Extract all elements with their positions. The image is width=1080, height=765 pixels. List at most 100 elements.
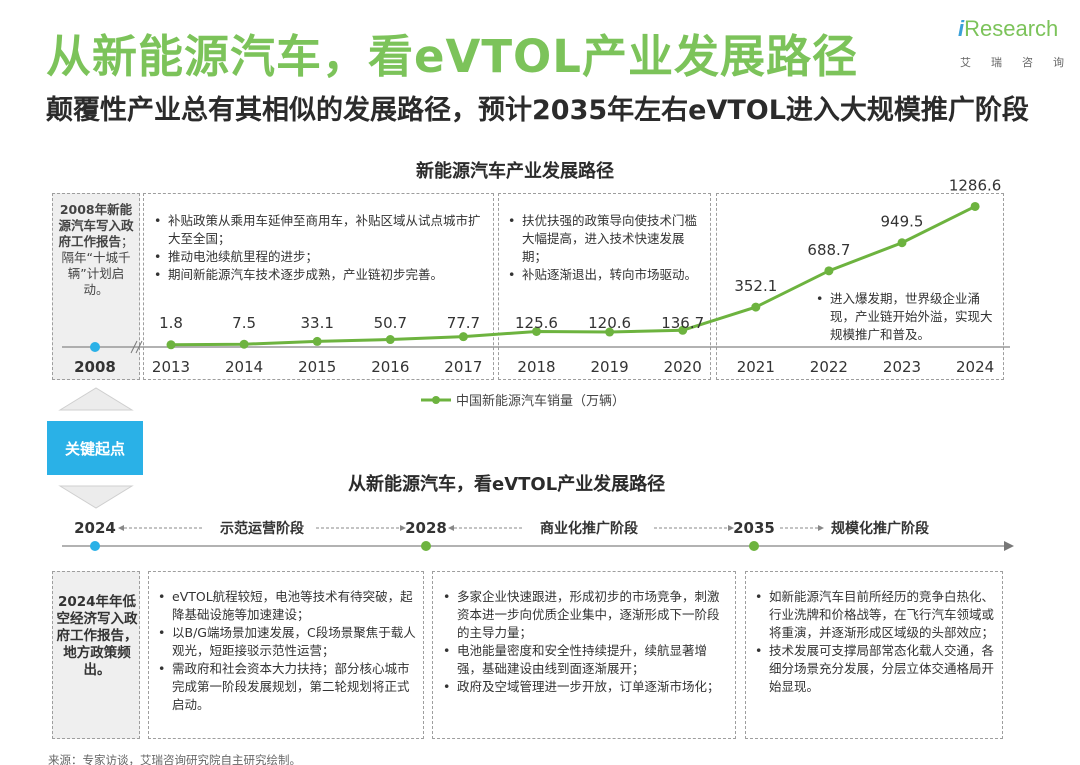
x-tick-label: 2018 [517,358,555,376]
chart-legend-label: 中国新能源汽车销量（万辆） [456,393,625,409]
evtol-section-title: 从新能源汽车，看eVTOL产业发展路径 [348,474,666,495]
data-label: 7.5 [232,314,256,332]
data-point [532,326,541,336]
page-title: 从新能源汽车，看eVTOL产业发展路径 [46,30,858,83]
connector-arrowhead [728,525,734,531]
x-tick-label: 2017 [444,358,482,376]
x-tick-label: 2021 [737,358,775,376]
data-label: 77.7 [447,314,480,332]
logo-sub-char: 瑞 [991,56,1002,69]
evtol-start-note: 2024年年低空经济写入政府工作报告，地方政策频出。 [56,594,138,678]
x-tick-label: 2020 [664,358,702,376]
data-point [824,266,834,276]
data-label: 688.7 [807,241,850,259]
list-item: 期间新能源汽车技术逐步成熟，产业链初步完善。 [152,266,486,284]
evtol-col3-list: 如新能源汽车目前所经历的竞争白热化、行业洗牌和价格战等，在飞行汽车领域或将重演，… [753,588,999,696]
x-tick-label: 2023 [883,358,921,376]
evtol-col3-box [745,571,1003,739]
list-item: 推动电池续航里程的进步； [152,248,486,266]
x-tick-label: 2013 [152,358,190,376]
data-point [166,340,176,350]
connector-arrowhead [400,525,406,531]
logo-sub-char: 咨 [1022,56,1033,69]
ev-phase2-box [498,193,711,380]
stage-label: 商业化推广阶段 [540,520,638,537]
list-item: 需政府和社会资本大力扶持；部分核心城市完成第一阶段发展规划，第二轮规划将正式启动… [156,660,418,714]
evtol-col2-box [432,571,736,739]
evtol-col1-list: eVTOL航程较短，电池等技术有待突破，起降基础设施等加速建设； 以B/G端场景… [156,588,418,714]
ev-phase2-list: 扶优扶强的政策导向使技术门槛大幅提高，进入技术快速发展期； 补贴逐渐退出，转向市… [506,212,706,284]
x-tick-label: 2016 [371,358,409,376]
list-item: 如新能源汽车目前所经历的竞争白热化、行业洗牌和价格战等，在飞行汽车领域或将重演，… [753,588,999,642]
data-point [751,302,761,312]
data-label: 352.1 [734,277,777,295]
iresearch-logo: iResearch 艾 瑞 咨 询 [958,16,1068,76]
evtol-note-box [52,571,140,739]
data-point [239,339,249,349]
data-point [458,332,468,342]
axis-break-mark [135,340,143,354]
milestone-dot-2028 [421,541,431,551]
x-tick-label: 2022 [810,358,848,376]
ev-note-box [52,193,140,380]
up-chevron [58,387,134,411]
logo-sub-char: 艾 [960,56,971,69]
series-line [170,205,976,347]
ev-section-title: 新能源汽车产业发展路径 [416,161,614,182]
data-point [312,336,322,346]
ev-start-note-bold: 2008年新能源汽车写入政府工作报告 [58,202,134,249]
data-label: 949.5 [881,213,924,231]
ev-phase1-list: 补贴政策从乘用车延伸至商用车，补贴区域从试点城市扩大至全国； 推动电池续航里程的… [152,212,486,284]
ev-phase3-box [716,193,1004,380]
milestone-year: 2035 [733,519,775,537]
x-tick-label: 2015 [298,358,336,376]
key-start-badge: 关键起点 [47,421,143,475]
page-subtitle: 颠覆性产业总有其相似的发展路径，预计2035年左右eVTOL进入大规模推广阶段 [46,95,1029,126]
stage-label: 规模化推广阶段 [831,520,929,537]
list-item: 扶优扶强的政策导向使技术门槛大幅提高，进入技术快速发展期； [506,212,706,266]
ev-start-year: 2008 [74,358,116,376]
ev-start-dot [90,342,100,352]
axis-break-mark [130,340,138,354]
list-item: 多家企业快速跟进，形成初步的市场竞争，刺激资本进一步向优质企业集中，逐渐形成下一… [441,588,731,642]
logo-prefix: i [958,16,965,41]
ev-start-note-plain: ；隔年“十城千辆”计划启动。 [61,234,134,297]
ev-phase1-box [143,193,494,380]
list-item: 补贴逐渐退出，转向市场驱动。 [506,266,706,284]
list-item: 政府及空域管理进一步开放，订单逐渐市场化； [441,678,731,696]
ev-line-chart: 1.8 2013 7.5 2014 33.1 2015 50.7 2016 77.7 2017 12… [152,176,1001,376]
data-point [385,335,395,345]
milestone-dot-2035 [749,541,759,551]
data-label: 1.8 [159,314,183,332]
ev-phase3-list: 进入爆发期，世界级企业涌现，产业链开始外溢，实现大规模推广和普及。 [814,290,1000,344]
list-item: 以B/G端场景加速发展，C段场景聚焦于载人观光，短距接驳示范性运营； [156,624,418,660]
axis-arrow [1004,541,1014,551]
connector-arrowhead [118,525,124,531]
x-tick-label: 2019 [591,358,629,376]
data-label: 1286.6 [949,176,1002,194]
data-label: 120.6 [588,314,631,332]
data-label: 33.1 [300,314,333,332]
stage-label: 示范运营阶段 [220,520,304,537]
data-label: 50.7 [374,314,407,332]
data-point [605,327,615,337]
data-point [970,201,980,211]
x-tick-label: 2014 [225,358,263,376]
evtol-col2-list: 多家企业快速跟进，形成初步的市场竞争，刺激资本进一步向优质企业集中，逐渐形成下一… [441,588,731,696]
logo-sub-char: 询 [1053,56,1064,69]
logo-name: Research [964,16,1059,41]
source-note: 来源：专家访谈，艾瑞咨询研究院自主研究绘制。 [48,753,301,765]
list-item: 进入爆发期，世界级企业涌现，产业链开始外溢，实现大规模推广和普及。 [814,290,1000,344]
ev-start-note: 2008年新能源汽车写入政府工作报告；隔年“十城千辆”计划启动。 [56,202,136,298]
list-item: 补贴政策从乘用车延伸至商用车，补贴区域从试点城市扩大至全国； [152,212,486,248]
data-point [897,238,907,248]
connector-arrowhead [818,525,824,531]
list-item: 电池能量密度和安全性持续提升，续航显著增强，基础建设由线到面逐渐展开； [441,642,731,678]
evtol-col1-box [148,571,424,739]
down-chevron [58,485,134,509]
milestone-year: 2024 [74,519,116,537]
list-item: 技术发展可支撑局部常态化载人交通，各细分场景充分发展，分层立体交通格局开始显现。 [753,642,999,696]
list-item: eVTOL航程较短，电池等技术有待突破，起降基础设施等加速建设； [156,588,418,624]
milestone-year: 2028 [405,519,447,537]
